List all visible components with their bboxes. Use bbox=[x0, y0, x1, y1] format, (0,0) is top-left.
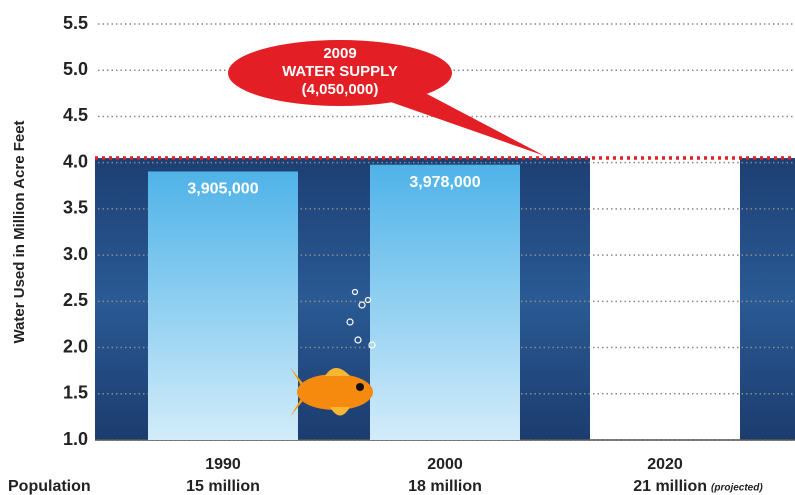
y-tick-label: 4.5 bbox=[63, 105, 88, 125]
bubbles bbox=[346, 288, 376, 349]
x-tick-label: 2020 bbox=[647, 456, 683, 473]
y-tick-label: 3.0 bbox=[63, 244, 88, 264]
callout bbox=[228, 40, 452, 106]
bar-shine bbox=[148, 171, 298, 440]
callout-text: 2009 bbox=[323, 45, 356, 62]
y-tick-label: 5.5 bbox=[63, 13, 88, 33]
population-note: (projected) bbox=[711, 483, 763, 494]
population-value: 18 million bbox=[408, 478, 482, 495]
callout-text: WATER SUPPLY bbox=[282, 63, 398, 80]
y-tick-label: 2.0 bbox=[63, 336, 88, 356]
y-tick-label: 3.5 bbox=[63, 198, 88, 218]
callout-text: (4,050,000) bbox=[302, 81, 379, 98]
callout-tail bbox=[385, 85, 545, 157]
population-value: 21 million bbox=[633, 478, 707, 495]
x-tick-label: 2000 bbox=[427, 456, 463, 473]
value-label: 3,978,000 bbox=[409, 174, 480, 191]
population-value: 15 million bbox=[186, 478, 260, 495]
y-tick-label: 1.0 bbox=[63, 429, 88, 449]
y-tick-label: 5.0 bbox=[63, 59, 88, 79]
x-tick-label: 1990 bbox=[205, 456, 241, 473]
bar-shine bbox=[370, 164, 520, 440]
y-tick-label: 4.0 bbox=[63, 151, 88, 171]
water bbox=[740, 158, 795, 441]
y-tick-label: 2.5 bbox=[63, 290, 88, 310]
bars: 3,905,000 3,978,000 bbox=[148, 164, 520, 440]
value-label: 3,905,000 bbox=[187, 181, 258, 198]
goldfish bbox=[290, 367, 373, 417]
y-axis-title: Water Used in Million Acre Feet bbox=[11, 120, 28, 343]
y-tick-label: 1.5 bbox=[63, 383, 88, 403]
population-label: Population bbox=[8, 478, 91, 495]
